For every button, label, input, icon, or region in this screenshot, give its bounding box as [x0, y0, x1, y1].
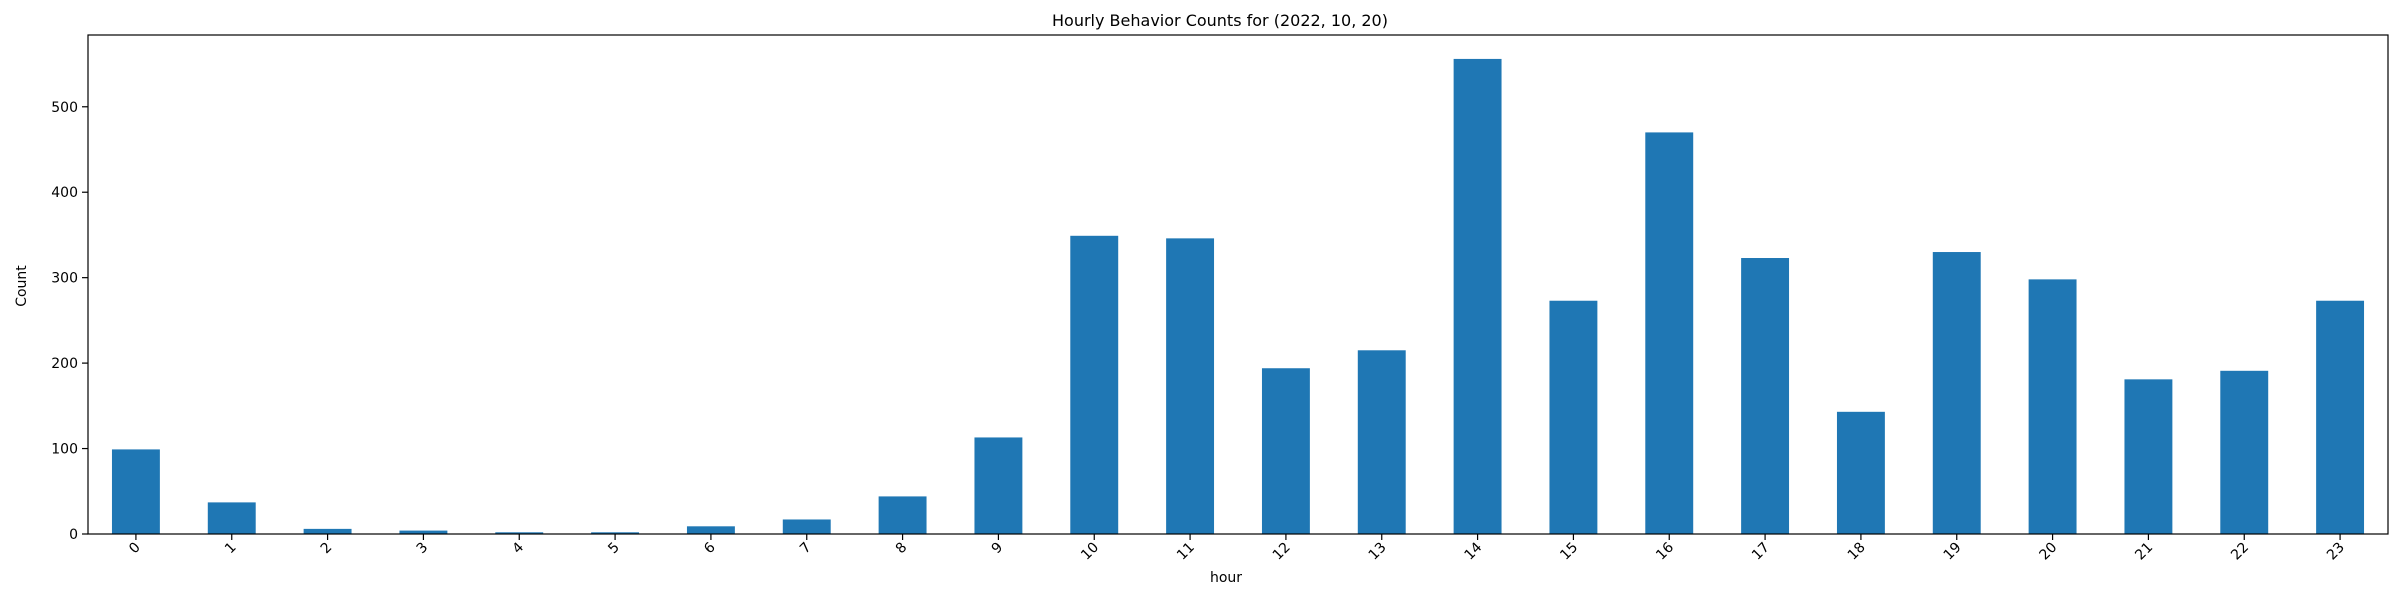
bar-hour-5: [591, 532, 640, 534]
x-tick-label: 6: [701, 539, 719, 557]
y-tick-label: 100: [51, 442, 78, 458]
y-tick-label: 0: [69, 527, 78, 543]
y-tick-label: 200: [51, 356, 78, 372]
x-tick-label: 9: [989, 540, 1007, 558]
bars: [111, 58, 2365, 535]
x-tick-label: 22: [2228, 540, 2252, 564]
bar-hour-22: [2220, 370, 2269, 534]
x-tick-label: 8: [893, 540, 911, 558]
x-tick-label: 1: [222, 540, 240, 558]
x-tick-label: 23: [2324, 540, 2348, 564]
x-tick-label: 16: [1653, 539, 1677, 563]
x-axis: 0 1 2 3 4 5 6 7 8 9 10 11 12 13 14 15 16 17 18 19 20 21 22 23: [126, 534, 2348, 563]
bar-hour-19: [1932, 252, 1981, 534]
bar-hour-14: [1453, 58, 1502, 535]
bar-hour-2: [303, 528, 352, 534]
y-axis-label: Count: [14, 265, 30, 307]
bar-hour-20: [2028, 279, 2077, 534]
x-tick-label: 13: [1366, 540, 1390, 564]
x-tick-label: 5: [605, 540, 623, 558]
x-tick-label: 0: [126, 540, 144, 558]
x-tick-label: 20: [2036, 540, 2060, 564]
bar-hour-13: [1357, 350, 1406, 534]
bar-hour-18: [1836, 411, 1885, 534]
bar-hour-10: [1070, 235, 1119, 534]
bar-hour-11: [1166, 238, 1215, 534]
bar-hour-9: [974, 437, 1023, 534]
bar-hour-16: [1645, 132, 1694, 534]
y-tick-label: 400: [51, 185, 78, 201]
x-tick-label: 10: [1078, 540, 1102, 564]
x-tick-label: 21: [2132, 540, 2156, 564]
x-tick-label: 4: [509, 539, 527, 557]
bar-hour-0: [111, 449, 160, 534]
plot-frame: [87, 34, 2389, 535]
x-tick-label: 7: [797, 540, 815, 558]
x-tick-label: 12: [1270, 540, 1294, 564]
bar-hour-8: [878, 496, 927, 534]
bar-hour-6: [686, 526, 735, 534]
bar-hour-17: [1741, 258, 1790, 534]
bar-hour-7: [782, 519, 831, 534]
y-axis: 0 100 200 300 400 500: [51, 100, 88, 543]
bar-hour-23: [2316, 300, 2365, 534]
x-tick-label: 19: [1941, 540, 1965, 564]
x-tick-label: 18: [1845, 540, 1869, 564]
bar-hour-4: [495, 532, 544, 534]
bar-hour-12: [1261, 368, 1310, 534]
x-tick-label: 3: [414, 540, 432, 558]
x-tick-label: 17: [1749, 540, 1773, 564]
bar-hour-3: [399, 530, 448, 534]
bar-hour-1: [207, 502, 256, 534]
y-tick-label: 500: [51, 100, 78, 116]
x-tick-label: 2: [318, 540, 336, 558]
x-tick-label: 11: [1174, 540, 1198, 564]
bar-hour-15: [1549, 300, 1598, 534]
bar-hour-21: [2124, 379, 2173, 534]
x-axis-label: hour: [1210, 570, 1242, 586]
chart-title: Hourly Behavior Counts for (2022, 10, 20…: [1052, 11, 1388, 30]
x-tick-label: 15: [1557, 540, 1581, 564]
y-tick-label: 300: [51, 271, 78, 287]
x-tick-label: 14: [1461, 539, 1485, 563]
